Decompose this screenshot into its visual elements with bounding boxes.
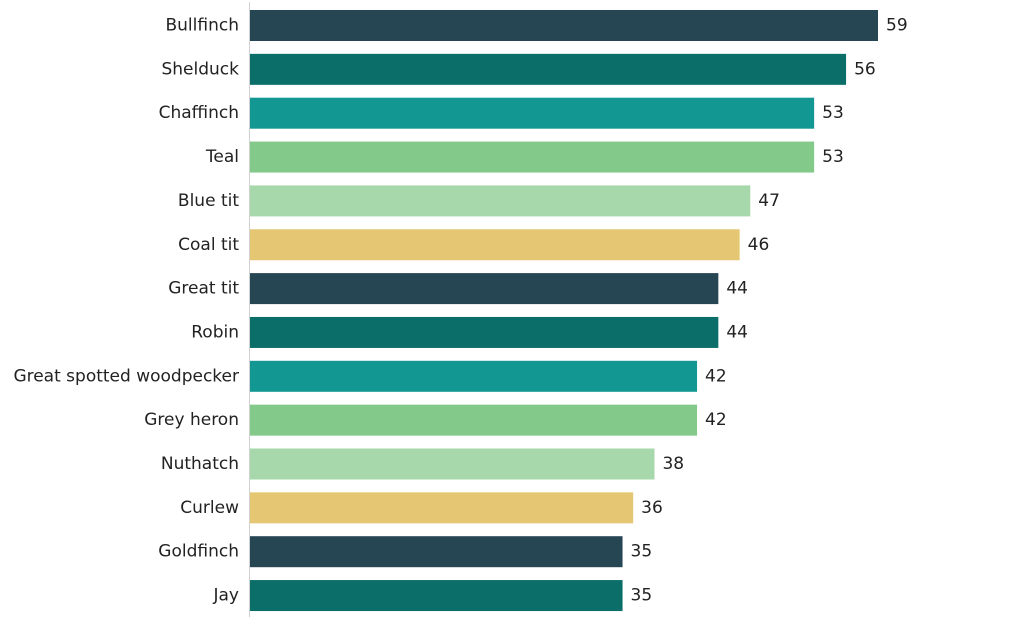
value-label-coal-tit: 46 xyxy=(748,235,770,255)
value-label-great-tit: 44 xyxy=(726,279,748,299)
category-label-great-tit: Great tit xyxy=(168,279,239,299)
value-label-chaffinch: 53 xyxy=(822,103,844,123)
category-label-shelduck: Shelduck xyxy=(161,59,239,79)
value-label-jay: 35 xyxy=(631,586,653,606)
bar-robin xyxy=(250,316,719,348)
value-label-nuthatch: 38 xyxy=(662,454,684,474)
category-label-blue-tit: Blue tit xyxy=(178,191,239,211)
category-label-curlew: Curlew xyxy=(180,498,239,518)
bar-shelduck xyxy=(250,53,847,85)
value-label-shelduck: 56 xyxy=(854,59,876,79)
bar-bullfinch xyxy=(250,10,878,41)
value-label-bullfinch: 59 xyxy=(886,16,908,36)
bar-grey-heron xyxy=(250,404,698,436)
value-label-great-spotted-woodpecker: 42 xyxy=(705,366,727,386)
category-label-chaffinch: Chaffinch xyxy=(159,103,239,123)
bar-great-tit xyxy=(250,273,719,305)
bars-group: Bullfinch 59 Shelduck 56 Chaffinch 53 Teal 53 Bl… xyxy=(13,10,908,612)
category-label-bullfinch: Bullfinch xyxy=(166,16,240,36)
category-label-teal: Teal xyxy=(205,147,239,167)
bar-jay xyxy=(250,580,623,612)
category-label-nuthatch: Nuthatch xyxy=(161,454,239,474)
bar-goldfinch xyxy=(250,536,623,568)
bar-teal xyxy=(250,141,815,173)
value-label-blue-tit: 47 xyxy=(758,191,780,211)
bar-blue-tit xyxy=(250,185,751,217)
value-label-teal: 53 xyxy=(822,147,844,167)
value-label-grey-heron: 42 xyxy=(705,410,727,430)
bar-coal-tit xyxy=(250,229,740,261)
category-label-jay: Jay xyxy=(213,586,240,606)
bar-nuthatch xyxy=(250,448,655,480)
value-label-curlew: 36 xyxy=(641,498,663,518)
value-label-goldfinch: 35 xyxy=(631,542,653,562)
category-label-coal-tit: Coal tit xyxy=(178,235,239,255)
category-label-goldfinch: Goldfinch xyxy=(158,542,239,562)
value-label-robin: 44 xyxy=(726,322,748,342)
category-label-robin: Robin xyxy=(191,322,239,342)
bar-chaffinch xyxy=(250,97,815,129)
category-label-great-spotted-woodpecker: Great spotted woodpecker xyxy=(13,366,239,386)
bar-great-spotted-woodpecker xyxy=(250,360,698,392)
category-label-grey-heron: Grey heron xyxy=(144,410,239,430)
bar-curlew xyxy=(250,492,634,524)
